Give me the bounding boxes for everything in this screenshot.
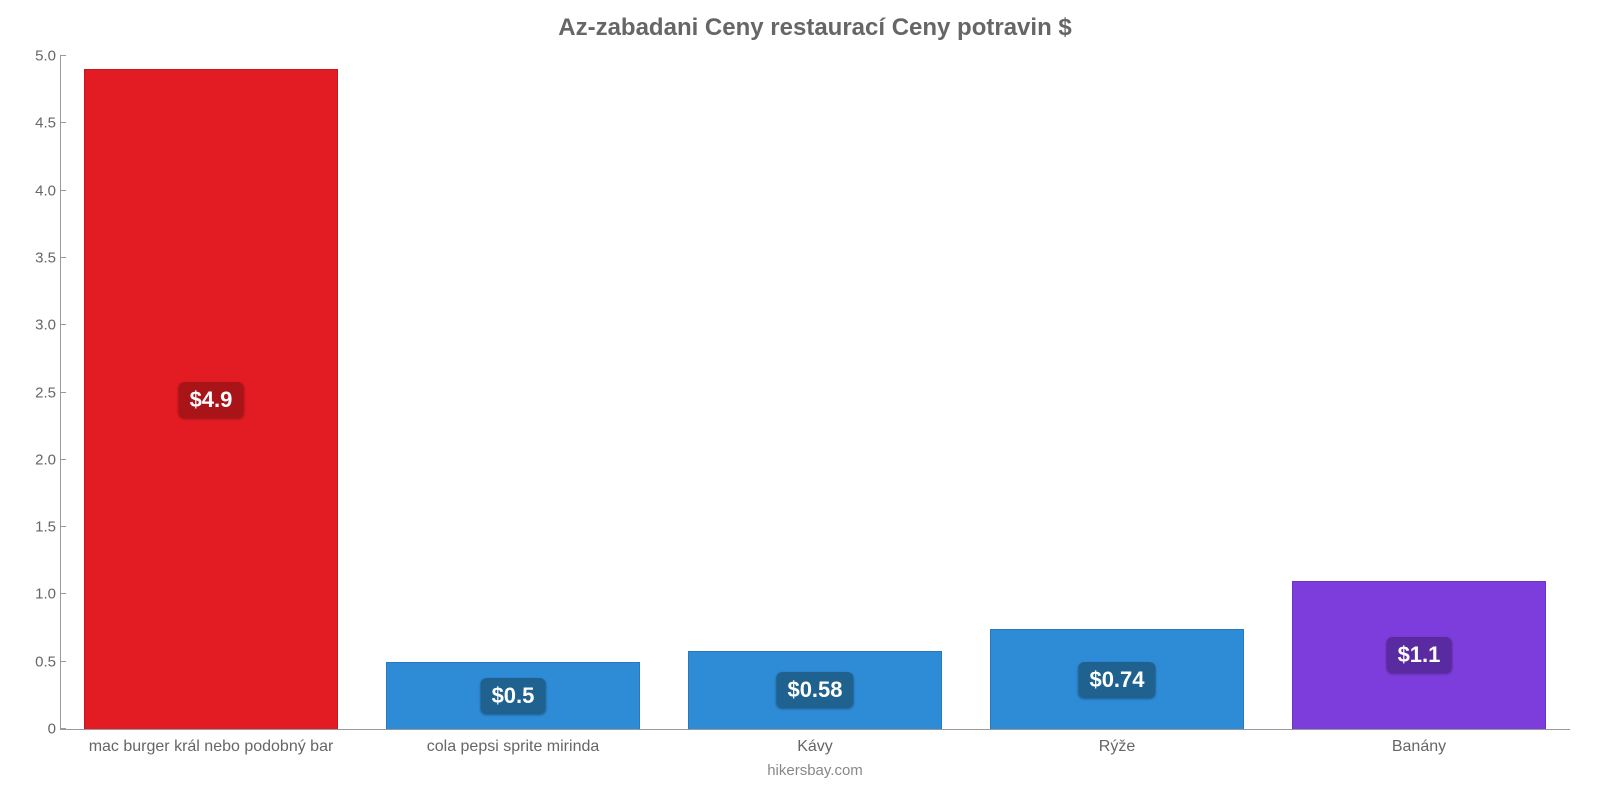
chart-title: Az-zabadani Ceny restaurací Ceny potravi… — [60, 10, 1570, 56]
y-tick-mark — [60, 122, 66, 123]
y-tick-label: 0.5 — [12, 653, 56, 670]
price-bar-chart: Az-zabadani Ceny restaurací Ceny potravi… — [0, 0, 1600, 800]
y-tick-label: 2.0 — [12, 451, 56, 468]
bar-value-badge: $0.74 — [1078, 662, 1155, 698]
bar-slot: $4.9 — [60, 56, 362, 729]
y-tick-mark — [60, 459, 66, 460]
y-axis: 00.51.01.52.02.53.03.54.04.55.0 — [12, 56, 56, 729]
y-tick-mark — [60, 392, 66, 393]
y-tick-mark — [60, 593, 66, 594]
bar-value-badge: $1.1 — [1387, 637, 1452, 673]
bar-value-badge: $4.9 — [179, 382, 244, 418]
bar-value-badge: $0.58 — [776, 672, 853, 708]
plot-region: 00.51.01.52.02.53.03.54.04.55.0 $4.9$0.5… — [60, 56, 1570, 730]
bar-slot: $0.5 — [362, 56, 664, 729]
x-axis-label: Rýže — [966, 738, 1268, 756]
bar: $4.9 — [84, 69, 338, 729]
x-axis-label: cola pepsi sprite mirinda — [362, 738, 664, 756]
y-tick-label: 1.5 — [12, 519, 56, 536]
y-tick-label: 4.5 — [12, 115, 56, 132]
x-axis-label: Kávy — [664, 738, 966, 756]
x-axis-label: Banány — [1268, 738, 1570, 756]
bar-slot: $1.1 — [1268, 56, 1570, 729]
y-tick-label: 3.0 — [12, 317, 56, 334]
y-tick-mark — [60, 190, 66, 191]
y-tick-label: 1.0 — [12, 586, 56, 603]
bar-value-badge: $0.5 — [481, 678, 546, 714]
y-tick-label: 4.0 — [12, 182, 56, 199]
x-axis-labels: mac burger král nebo podobný barcola pep… — [60, 730, 1570, 756]
y-tick-mark — [60, 526, 66, 527]
y-tick-label: 0 — [12, 721, 56, 738]
y-tick-mark — [60, 257, 66, 258]
chart-credit: hikersbay.com — [60, 756, 1570, 779]
y-tick-mark — [60, 324, 66, 325]
y-tick-mark — [60, 661, 66, 662]
y-tick-mark — [60, 728, 66, 729]
bar-slot: $0.58 — [664, 56, 966, 729]
y-tick-label: 2.5 — [12, 384, 56, 401]
y-tick-mark — [60, 55, 66, 56]
bar: $1.1 — [1292, 581, 1546, 729]
bar-slot: $0.74 — [966, 56, 1268, 729]
y-tick-label: 5.0 — [12, 48, 56, 65]
bar: $0.74 — [990, 629, 1244, 729]
bar: $0.5 — [386, 662, 640, 729]
bar: $0.58 — [688, 651, 942, 729]
bars-area: $4.9 $0.5 $0.58 $0.74 $1.1 — [60, 56, 1570, 729]
y-tick-label: 3.5 — [12, 249, 56, 266]
x-axis-label: mac burger král nebo podobný bar — [60, 738, 362, 756]
